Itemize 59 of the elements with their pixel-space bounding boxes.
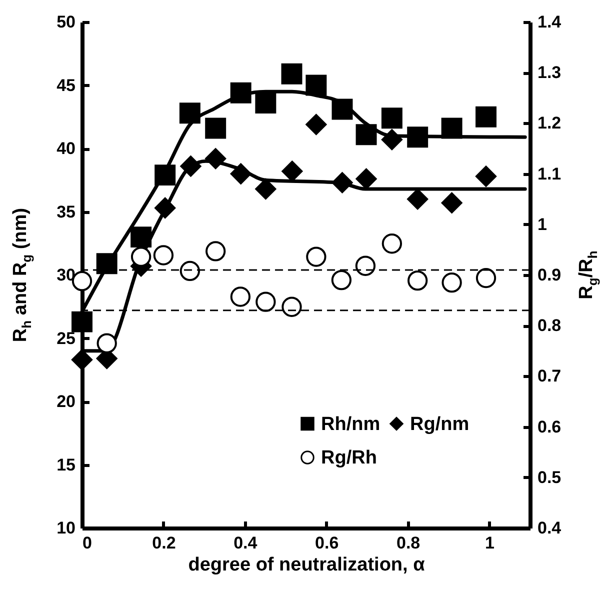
- x-tick-label: 0: [82, 534, 92, 552]
- y-tick-label: 50: [56, 12, 76, 32]
- y2-tick-label: 1.4: [538, 12, 562, 32]
- point: [407, 188, 428, 210]
- y-tick-label: 45: [56, 76, 76, 95]
- y-tick-label: 35: [56, 202, 76, 222]
- point: [306, 246, 326, 267]
- y-tick-label: 40: [56, 139, 76, 158]
- x-tick-label: 0.4: [234, 534, 258, 552]
- point: [306, 114, 327, 135]
- point: [255, 178, 276, 200]
- point: [281, 63, 302, 84]
- point: [179, 102, 200, 124]
- point: [356, 124, 377, 146]
- legend-label: Rg/nm: [410, 414, 470, 435]
- y-tick-label: 25: [56, 328, 76, 348]
- y2-tick-label: 0.5: [538, 468, 562, 487]
- point: [72, 349, 92, 370]
- point: [96, 333, 117, 354]
- point: [442, 272, 462, 293]
- y2-tick-label: 0.7: [538, 366, 562, 386]
- point: [381, 108, 402, 129]
- legend-label: Rh/nm: [321, 414, 380, 435]
- point: [356, 168, 377, 190]
- point: [408, 270, 428, 291]
- x-axis-title: degree of neutralization, α: [188, 554, 426, 576]
- y2-tick-label: 0.6: [538, 417, 562, 436]
- point: [153, 245, 174, 266]
- point: [476, 268, 496, 288]
- point: [382, 234, 402, 254]
- y2-tick-label: 0.4: [538, 518, 562, 538]
- y2-tick-label: 1.1: [538, 164, 562, 184]
- y2-tick-label: 1.2: [538, 114, 562, 133]
- point: [206, 241, 226, 262]
- y-tick-label: 20: [56, 392, 76, 411]
- point: [130, 246, 152, 267]
- x-tick-label: 0.2: [152, 534, 176, 552]
- x-tick-label: 0.8: [396, 534, 420, 552]
- point: [441, 192, 462, 214]
- point: [476, 166, 496, 187]
- y-tick-label: 15: [56, 455, 76, 474]
- y2-tick-label: 1: [538, 214, 547, 234]
- y-tick-label: 10: [56, 518, 76, 538]
- point: [256, 292, 276, 312]
- point: [255, 92, 276, 114]
- point: [355, 256, 376, 276]
- point: [331, 270, 352, 290]
- y2-tick-label: 0.8: [538, 316, 562, 336]
- y2-tick-label: 1.3: [538, 63, 562, 82]
- x-tick-label: 1: [485, 534, 495, 552]
- x-tick-label: 0.6: [315, 534, 339, 552]
- point: [180, 260, 200, 282]
- point: [72, 311, 92, 332]
- legend-label: Rg/Rh: [321, 448, 377, 468]
- point: [282, 296, 302, 317]
- point: [230, 286, 251, 307]
- y2-tick-label: 0.9: [538, 266, 562, 284]
- point: [476, 106, 496, 128]
- point: [205, 118, 226, 139]
